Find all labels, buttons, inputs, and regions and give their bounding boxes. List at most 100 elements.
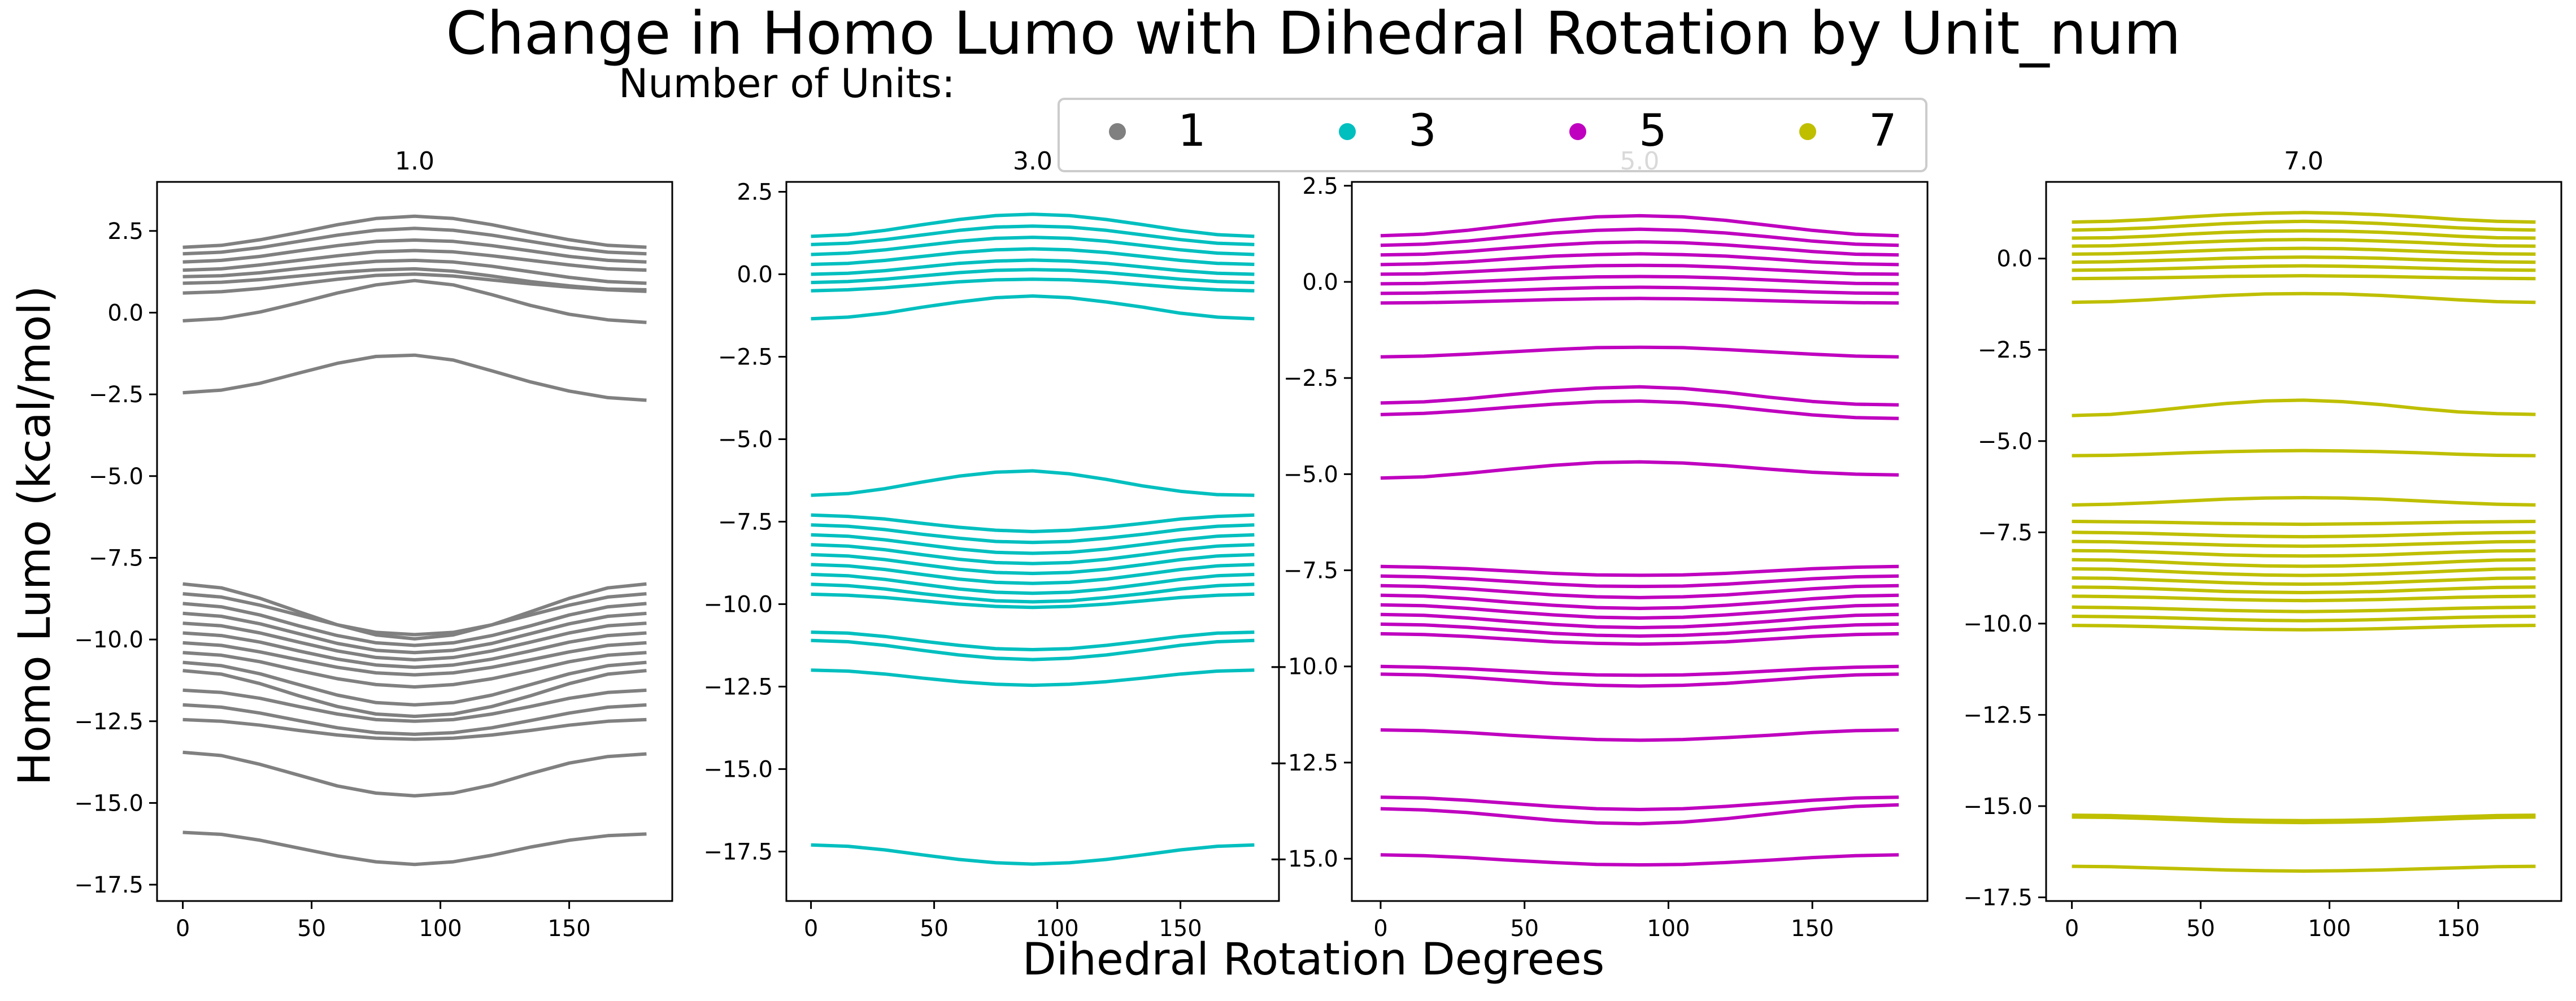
figure-title: Change in Homo Lumo with Dihedral Rotati… xyxy=(446,0,2181,68)
series-line xyxy=(1380,672,1899,688)
x-tick-label: 50 xyxy=(920,916,948,942)
series-line xyxy=(182,353,647,402)
y-tick-label: −5.0 xyxy=(1283,462,1338,488)
plot-frame xyxy=(785,181,1280,902)
series-line xyxy=(182,717,647,741)
y-tick-label: 0.0 xyxy=(107,300,143,326)
series-line xyxy=(2072,496,2536,507)
series-line xyxy=(1380,593,1899,610)
series-line xyxy=(1380,227,1899,247)
series-line xyxy=(1380,252,1899,267)
y-tick-label: −7.5 xyxy=(718,509,773,535)
series-line xyxy=(2072,549,2536,558)
legend-label: 7 xyxy=(1869,106,1897,156)
subplot-2: 0 50 100 150 −17.5 −15.0 −12.5 −10.0 −7.5 −5.0 −2.… xyxy=(703,147,1280,942)
legend-marker xyxy=(1339,123,1356,140)
subplot-title: 3.0 xyxy=(1013,147,1052,176)
y-tick-label: −5.0 xyxy=(89,464,143,490)
y-tick-label: −7.5 xyxy=(1283,558,1338,584)
y-tick-label: −2.5 xyxy=(1978,337,2033,363)
y-tick-label: −5.0 xyxy=(1978,429,2033,455)
series-group xyxy=(182,214,647,867)
series-line xyxy=(1380,564,1899,577)
series-line xyxy=(2072,264,2536,272)
x-tick-label: 0 xyxy=(2065,916,2079,942)
series-line xyxy=(182,830,647,867)
x-tick-label: 100 xyxy=(1647,916,1690,942)
series-line xyxy=(811,513,1255,533)
series-line xyxy=(2072,576,2536,586)
subplot-grid: 0 50 100 150 −17.5 −15.0 −12.5 −10.0 −7.5 −5.0 −2.… xyxy=(74,147,2562,942)
series-line xyxy=(182,592,647,637)
series-line xyxy=(1380,214,1899,238)
x-tick-label: 50 xyxy=(297,916,326,942)
figure-y-axis-label: Homo Lumo (kcal/mol) xyxy=(10,286,60,786)
series-line xyxy=(811,258,1255,276)
series-line xyxy=(182,278,647,324)
series-line xyxy=(811,843,1255,866)
series-line xyxy=(182,703,647,736)
series-line xyxy=(811,592,1255,610)
series-line xyxy=(2072,615,2536,623)
series-line xyxy=(1380,664,1899,677)
series-group xyxy=(811,212,1255,866)
series-line xyxy=(1380,574,1899,589)
y-tick-label: −2.5 xyxy=(1283,365,1338,391)
y-tick-label: −17.5 xyxy=(703,839,773,865)
series-line xyxy=(811,543,1255,565)
plot-frame xyxy=(2045,181,2562,902)
y-tick-label: −15.0 xyxy=(703,756,773,782)
series-line xyxy=(182,669,647,719)
series-line xyxy=(1380,345,1899,359)
series-line xyxy=(182,688,647,723)
series-line xyxy=(1380,399,1899,420)
series-line xyxy=(811,224,1255,246)
series-line xyxy=(1380,853,1899,867)
series-line xyxy=(2072,255,2536,264)
series-line xyxy=(182,227,647,256)
series-line xyxy=(2072,229,2536,240)
y-tick-label: −5.0 xyxy=(718,426,773,452)
series-group xyxy=(2072,211,2536,873)
series-line xyxy=(811,469,1255,497)
series-line xyxy=(2072,291,2536,304)
series-line xyxy=(1380,728,1899,742)
y-tick-label: 2.5 xyxy=(737,180,773,206)
series-line xyxy=(811,668,1255,687)
y-tick-label: −10.0 xyxy=(1963,611,2033,637)
legend-label: 1 xyxy=(1178,106,1206,156)
x-tick-label: 0 xyxy=(1373,916,1387,942)
subplot-1: 0 50 100 150 −17.5 −15.0 −12.5 −10.0 −7.5 −5.0 −2.… xyxy=(74,147,673,942)
series-line xyxy=(811,277,1255,293)
y-tick-label: −12.5 xyxy=(703,674,773,700)
subplot-3: 0 50 100 150 −15.0 −12.5 −10.0 −7.5 −5.0 −2.5 0.0 2… xyxy=(1269,147,1929,942)
series-line xyxy=(2072,238,2536,248)
plot-frame xyxy=(1351,181,1929,902)
legend-items: 1 3 5 7 xyxy=(1109,106,1897,156)
y-tick-label: −12.5 xyxy=(1269,750,1338,776)
y-tick-label: −10.0 xyxy=(1269,654,1338,680)
y-tick-label: −15.0 xyxy=(1269,846,1338,872)
series-line xyxy=(2072,219,2536,232)
x-tick-label: 150 xyxy=(2436,916,2479,942)
series-line xyxy=(811,247,1255,266)
series-line xyxy=(2072,594,2536,603)
series-line xyxy=(2072,398,2536,417)
series-line xyxy=(2072,246,2536,256)
series-line xyxy=(2072,864,2536,873)
series-line xyxy=(811,294,1255,321)
series-line xyxy=(811,533,1255,555)
series-line xyxy=(2072,520,2536,526)
series-line xyxy=(182,750,647,798)
x-tick-label: 100 xyxy=(419,916,462,942)
series-line xyxy=(1380,285,1899,295)
legend: 1 3 5 7 xyxy=(1058,98,1927,172)
series-line xyxy=(811,563,1255,585)
series-line xyxy=(182,582,647,641)
series-line xyxy=(182,602,647,647)
series-line xyxy=(1380,275,1899,286)
x-tick-label: 100 xyxy=(2308,916,2351,942)
series-line xyxy=(182,238,647,264)
subplot-title: 1.0 xyxy=(395,147,434,176)
series-line xyxy=(182,660,647,707)
